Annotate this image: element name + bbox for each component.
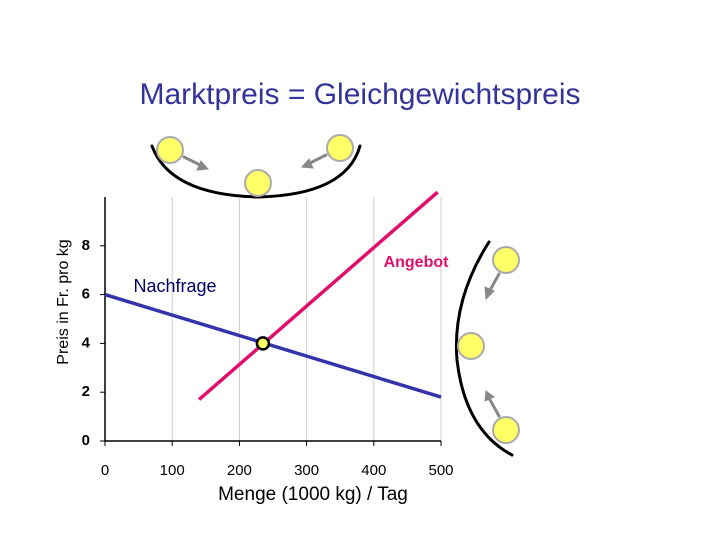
y-tick-label: 2 <box>82 383 90 400</box>
x-tick-label: 0 <box>101 462 109 479</box>
y-tick-label: 4 <box>82 334 91 351</box>
x-tick-label: 500 <box>428 462 453 479</box>
series-label: Nachfrage <box>133 276 216 296</box>
balls <box>156 134 520 444</box>
decoration <box>150 134 520 457</box>
y-tick-label: 8 <box>82 237 90 254</box>
x-tick-label: 300 <box>294 462 319 479</box>
y-tick-label: 0 <box>82 432 90 449</box>
chart-title: Marktpreis = Gleichgewichtspreis <box>140 78 581 111</box>
x-tick-label: 100 <box>160 462 185 479</box>
x-tick-label: 200 <box>227 462 252 479</box>
series-line <box>197 190 439 401</box>
series-label: Angebot <box>384 254 450 271</box>
x-axis-label: Menge (1000 kg) / Tag <box>218 484 408 505</box>
x-tick-label: 400 <box>361 462 386 479</box>
series-line <box>104 292 442 399</box>
arrows <box>182 153 501 418</box>
equilibrium-point <box>255 336 271 351</box>
y-axis-label: Preis in Fr. pro kg <box>55 239 72 364</box>
y-tick-label: 6 <box>82 286 90 303</box>
right-arc <box>454 240 514 457</box>
